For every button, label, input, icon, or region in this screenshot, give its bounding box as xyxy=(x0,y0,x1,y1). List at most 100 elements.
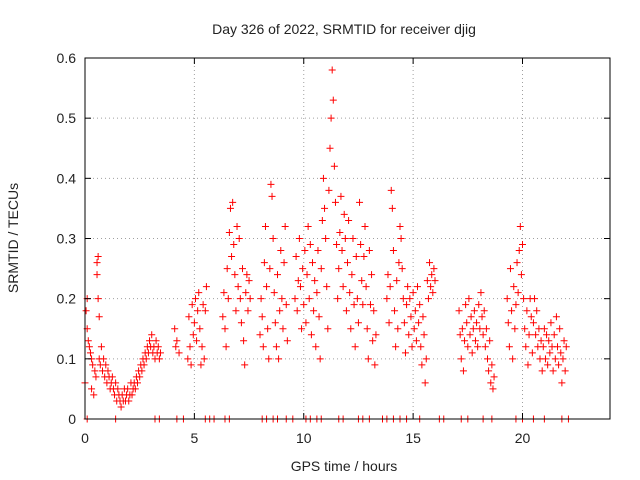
data-point xyxy=(423,277,431,285)
data-point xyxy=(202,283,210,291)
data-point xyxy=(333,241,341,249)
data-point xyxy=(503,295,511,303)
data-point xyxy=(234,283,242,291)
data-point xyxy=(138,367,146,375)
y-tick-label: 0.1 xyxy=(57,351,77,367)
data-point xyxy=(489,385,497,393)
data-point xyxy=(191,295,199,303)
data-point xyxy=(533,307,541,315)
data-point xyxy=(504,319,512,327)
data-point xyxy=(152,337,160,345)
data-point xyxy=(386,283,394,291)
data-point xyxy=(490,373,498,381)
data-point xyxy=(334,295,342,303)
data-point xyxy=(295,235,303,242)
data-point xyxy=(244,307,252,315)
data-point xyxy=(383,295,391,303)
data-point xyxy=(188,301,196,309)
data-point xyxy=(195,289,203,297)
data-point xyxy=(416,301,424,309)
data-point xyxy=(513,259,521,267)
data-point xyxy=(86,349,94,357)
data-point xyxy=(336,228,344,236)
data-point xyxy=(313,289,321,297)
chart-title: Day 326 of 2022, SRMTID for receiver dji… xyxy=(212,21,476,37)
data-point xyxy=(134,379,141,387)
data-point xyxy=(417,343,425,351)
data-point xyxy=(281,222,289,230)
data-point xyxy=(556,325,564,333)
data-point xyxy=(89,361,97,369)
data-point xyxy=(102,361,110,369)
x-tick-label: 10 xyxy=(296,430,312,446)
data-point xyxy=(258,313,266,321)
data-point xyxy=(140,361,148,369)
data-point xyxy=(406,295,414,303)
data-point xyxy=(401,349,409,357)
data-point xyxy=(529,319,537,327)
data-point xyxy=(259,343,267,351)
data-point xyxy=(339,283,347,291)
data-point xyxy=(242,289,250,297)
data-point xyxy=(328,66,336,74)
data-point xyxy=(558,379,566,387)
data-point xyxy=(481,343,489,351)
data-point xyxy=(274,271,281,279)
axis-ticks: 0 0.1 0.2 0.3 0.4 0.5 0.6 0 5 10 15 20 xyxy=(57,50,610,446)
data-point xyxy=(94,253,102,261)
data-point xyxy=(468,349,476,357)
data-point xyxy=(537,337,545,345)
data-point xyxy=(364,355,372,363)
data-point xyxy=(128,391,136,399)
data-points xyxy=(81,66,572,423)
data-point xyxy=(415,319,423,327)
data-point xyxy=(219,313,227,321)
data-point xyxy=(519,241,526,249)
data-point xyxy=(405,331,413,339)
data-point xyxy=(228,253,236,261)
data-point xyxy=(185,313,193,321)
data-point xyxy=(388,204,396,212)
data-point xyxy=(546,349,554,357)
data-point xyxy=(237,319,245,327)
data-point xyxy=(551,355,559,363)
data-point xyxy=(246,295,254,303)
data-point xyxy=(421,379,429,387)
data-point xyxy=(354,319,362,327)
data-point xyxy=(361,222,369,230)
data-point xyxy=(528,349,536,357)
data-point xyxy=(403,301,411,309)
data-point xyxy=(226,204,234,212)
data-point xyxy=(329,96,337,104)
data-point xyxy=(300,301,308,309)
data-point xyxy=(330,162,338,170)
data-point xyxy=(172,343,180,351)
data-point xyxy=(429,289,437,297)
data-point xyxy=(283,337,291,345)
data-point xyxy=(114,385,122,393)
data-point xyxy=(368,271,376,279)
data-point xyxy=(296,283,304,291)
data-point xyxy=(474,343,482,351)
data-point xyxy=(488,361,496,369)
data-point xyxy=(236,295,244,303)
data-point xyxy=(360,253,368,261)
data-point xyxy=(229,198,237,206)
data-point xyxy=(298,325,306,333)
data-point xyxy=(466,331,474,339)
data-point xyxy=(464,343,472,351)
x-tick-label: 15 xyxy=(405,430,421,446)
y-tick-label: 0.3 xyxy=(57,231,77,247)
data-point xyxy=(270,289,278,297)
data-point xyxy=(272,343,280,351)
data-point xyxy=(257,295,265,303)
data-point xyxy=(240,337,248,345)
data-point xyxy=(189,331,197,339)
data-point xyxy=(317,265,325,273)
data-point xyxy=(363,325,371,333)
data-point xyxy=(541,355,549,363)
x-tick-label: 20 xyxy=(515,430,531,446)
data-point xyxy=(514,289,522,297)
data-point xyxy=(427,283,435,291)
data-point xyxy=(487,379,495,387)
